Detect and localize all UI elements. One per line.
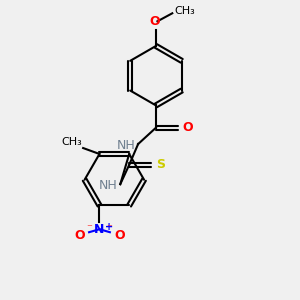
Text: CH₃: CH₃: [61, 136, 82, 147]
Text: +: +: [105, 222, 113, 232]
Text: CH₃: CH₃: [174, 6, 195, 16]
Text: ⁻: ⁻: [87, 224, 93, 234]
Text: O: O: [74, 229, 85, 242]
Text: O: O: [149, 15, 160, 28]
Text: N: N: [94, 223, 105, 236]
Text: S: S: [156, 158, 165, 171]
Text: NH: NH: [99, 179, 117, 192]
Text: O: O: [114, 229, 125, 242]
Text: NH: NH: [116, 139, 135, 152]
Text: ⁻: ⁻: [106, 224, 112, 234]
Text: O: O: [183, 121, 193, 134]
